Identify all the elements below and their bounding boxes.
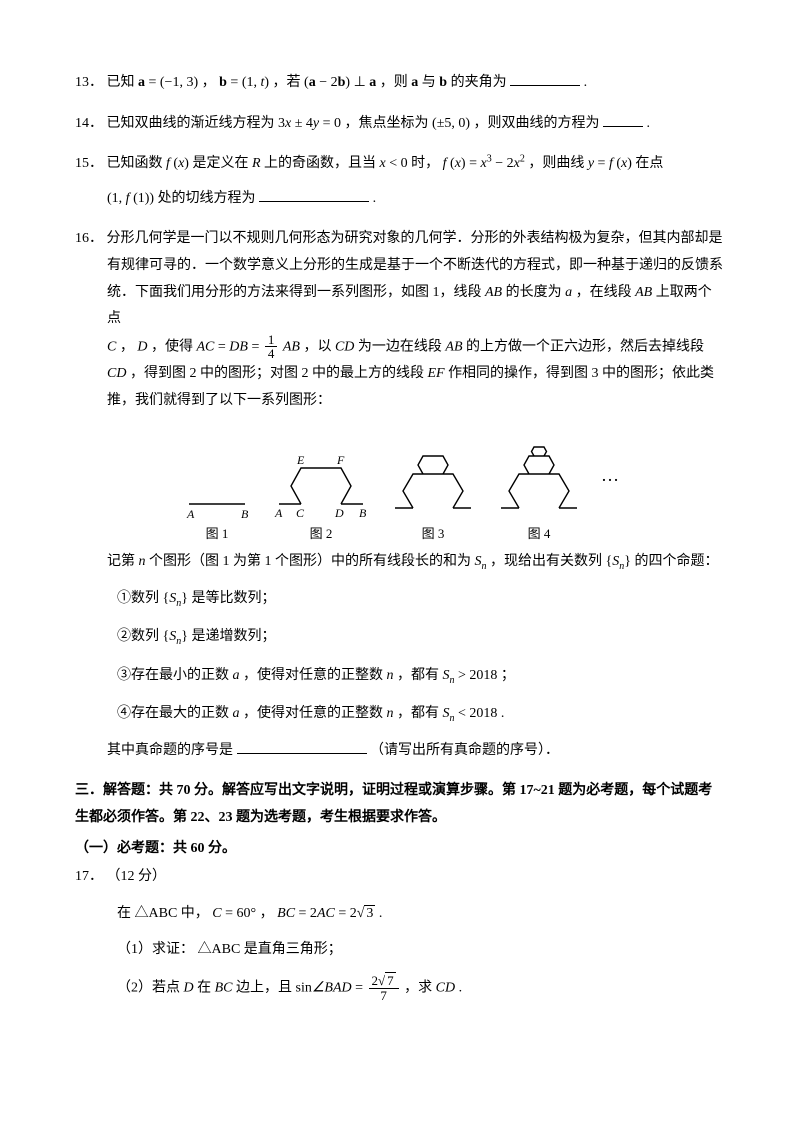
q14-end: . (647, 116, 651, 131)
q17-part1: （1）求证： △ABC 是直角三角形； (75, 937, 725, 964)
q14-eq: 3x ± 4y = 0 (278, 116, 341, 131)
q15-point: (1, f (1)) (107, 191, 154, 206)
q15-number: 15． (75, 156, 103, 171)
q14-pre: 已知双曲线的渐近线方程为 (107, 116, 279, 131)
fig1-caption: 图 1 (181, 522, 253, 547)
section-3-title: 三．解答题：共 70 分。解答应写出文字说明，证明过程或演算步骤。第 17~21… (75, 778, 725, 831)
q13-c1: ， (202, 75, 216, 90)
ellipsis-icon: … (601, 458, 619, 512)
question-16: 16． 分形几何学是一门以不规则几何形态为研究对象的几何学．分形的外表结构极为复… (75, 226, 725, 764)
q16-frac: 14 (265, 333, 278, 361)
q15-end: . (373, 191, 377, 206)
q16-stmt1: ①数列 {Sn} 是等比数列； (117, 586, 725, 613)
q13-post: ，则 a 与 b 的夹角为 (380, 75, 507, 90)
q16-stmt4: ④存在最大的正数 a ，使得对任意的正整数 n ，都有 Sn < 2018 . (117, 701, 725, 728)
q16-p2: C ， D ，使得 AC = DB = 14 AB ，以 CD 为一边在线段 A… (75, 333, 725, 361)
q14-blank (603, 111, 643, 126)
q16-stmt2: ②数列 {Sn} 是递增数列； (117, 624, 725, 651)
q13-end: . (584, 75, 588, 90)
q13-c2: ，若 (273, 75, 305, 90)
q17-bc: BC = 2AC = 23 (277, 906, 375, 921)
figure-1: A B 图 1 (181, 458, 253, 547)
figure-3: 图 3 (389, 438, 477, 547)
q13-pre: 已知 (107, 75, 139, 90)
q15-mid1: 是定义在 R 上的奇函数，且当 (192, 156, 379, 171)
q14-focus: (±5, 0) (432, 116, 470, 131)
svg-text:A: A (274, 506, 283, 520)
q16-p4: 记第 n 个图形（图 1 为第 1 个图形）中的所有线段长的和为 Sn ，现给出… (75, 549, 725, 576)
svg-text:E: E (296, 453, 305, 467)
q15-mid4: 在点 (635, 156, 663, 171)
q15-pre: 已知函数 (107, 156, 167, 171)
q16-p3: CD ，得到图 2 中的图形；对图 2 中的最上方的线段 EF 作相同的操作，得… (75, 361, 725, 414)
q17-body: 在 △ABC 中， C = 60° ， BC = 2AC = 23 . (75, 901, 725, 928)
q14-mid: ，焦点坐标为 (345, 116, 433, 131)
q15-cond: x < 0 (380, 156, 408, 171)
q17-pts: （12 分） (107, 869, 167, 884)
fig4-svg (495, 424, 583, 520)
svg-text:D: D (334, 506, 344, 520)
q15-fx: f (x) (166, 156, 189, 171)
q14-number: 14． (75, 116, 103, 131)
q16-figures: A B 图 1 A C D B E F 图 2 (75, 424, 725, 547)
q16-p5: 其中真命题的序号是 （请写出所有真命题的序号）． (75, 738, 725, 765)
q15-line2b: 处的切线方程为 (158, 191, 256, 206)
q17-c: C = 60° (212, 906, 256, 921)
fig2-caption: 图 2 (271, 522, 371, 547)
q17-frac: 27 7 (369, 974, 399, 1002)
svg-text:A: A (186, 507, 195, 520)
q17-number: 17． (75, 869, 103, 884)
question-17: 17． （12 分） 在 △ABC 中， C = 60° ， BC = 2AC … (75, 864, 725, 1002)
q15-fdef: f (x) = x3 − 2x2 (443, 156, 525, 171)
q13-b-eq: b = (1, t) (219, 75, 269, 90)
fig3-caption: 图 3 (389, 522, 477, 547)
q17-part2: （2）若点 D 在 BC 边上，且 sin∠BAD = 27 7 ，求 CD . (75, 974, 725, 1002)
fig3-svg (389, 438, 477, 520)
svg-text:F: F (336, 453, 345, 467)
q16-stmt3: ③存在最小的正数 a ，使得对任意的正整数 n ，都有 Sn > 2018 ； (117, 663, 725, 690)
fig2-svg: A C D B E F (271, 448, 371, 520)
question-15: 15． 已知函数 f (x) 是定义在 R 上的奇函数，且当 x < 0 时， … (75, 151, 725, 212)
svg-text:B: B (241, 507, 249, 520)
question-13: 13． 已知 a = (−1, 3) ， b = (1, t) ，若 (a − … (75, 70, 725, 97)
q13-perp: (a − 2b) ⊥ a (304, 75, 376, 90)
fig4-caption: 图 4 (495, 522, 583, 547)
q16-blank (237, 738, 367, 753)
q13-number: 13． (75, 75, 103, 90)
q13-a-eq: a = (−1, 3) (138, 75, 198, 90)
q15-mid3: ，则曲线 (528, 156, 588, 171)
question-14: 14． 已知双曲线的渐近线方程为 3x ± 4y = 0 ，焦点坐标为 (±5,… (75, 111, 725, 138)
q15-yfx: y = f (x) (588, 156, 632, 171)
figure-2: A C D B E F 图 2 (271, 448, 371, 547)
svg-text:B: B (359, 506, 367, 520)
q14-post: ，则双曲线的方程为 (474, 116, 600, 131)
q16-number: 16． (75, 231, 103, 246)
fig1-svg: A B (181, 458, 253, 520)
q16-p1: 分形几何学是一门以不规则几何形态为研究对象的几何学．分形的外表结构极为复杂，但其… (75, 231, 725, 332)
svg-text:C: C (296, 506, 305, 520)
section-3-sub1: （一）必考题：共 60 分。 (75, 836, 725, 863)
q13-blank (510, 71, 580, 86)
q15-mid2: 时， (411, 156, 443, 171)
figure-4: 图 4 (495, 424, 583, 547)
q15-blank (259, 186, 369, 201)
q16-p2b: ，以 CD 为一边在线段 AB 的上方做一个正六边形，然后去掉线段 (303, 339, 704, 354)
